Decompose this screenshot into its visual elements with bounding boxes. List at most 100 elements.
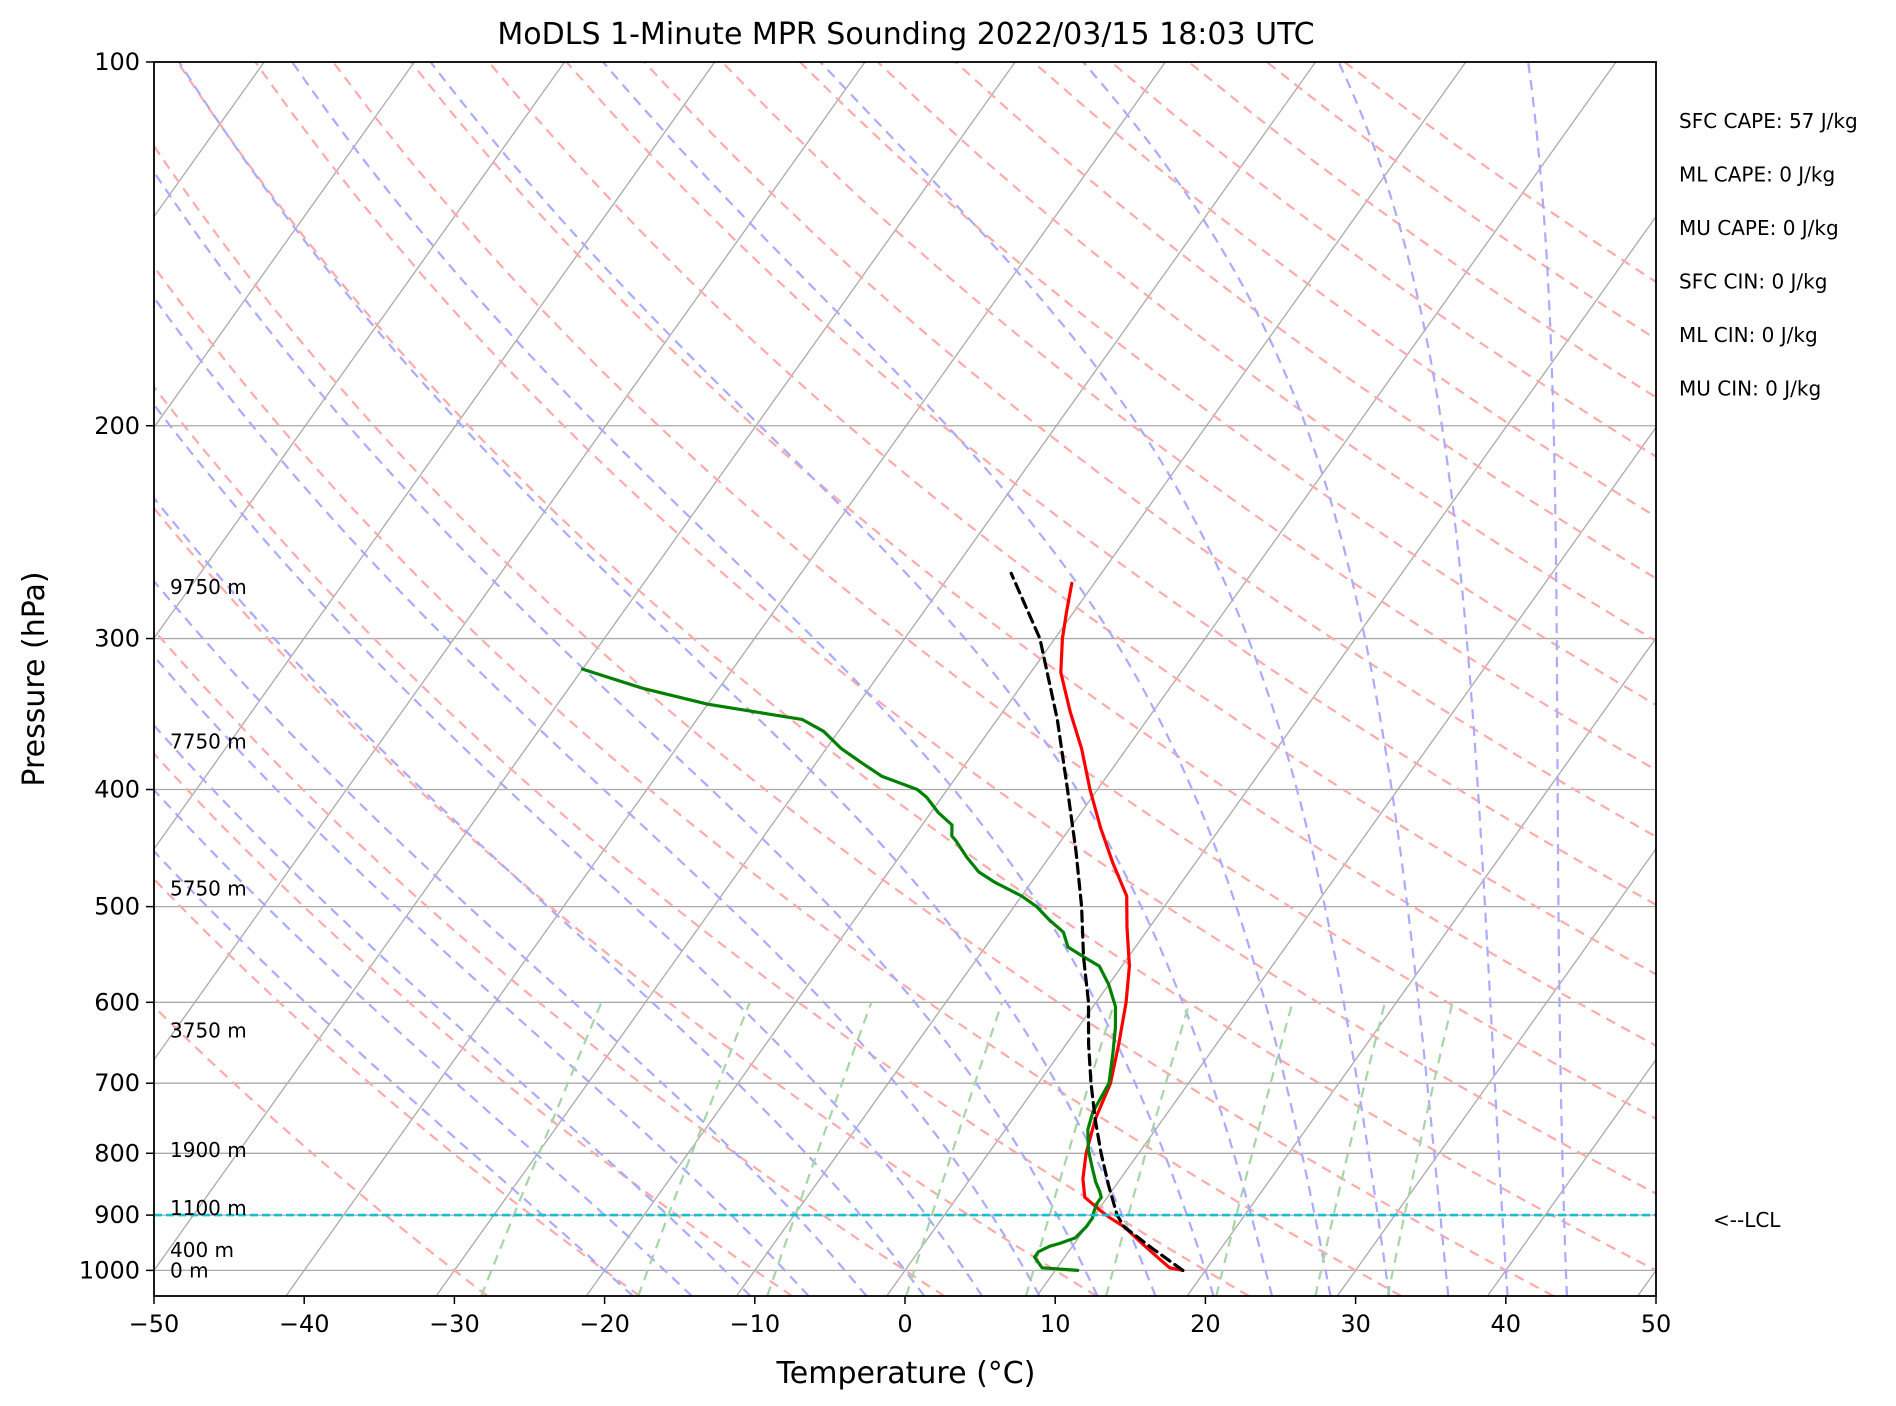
- mixing-ratio-line: [1215, 1002, 1294, 1296]
- moist-adiabat-line: [1082, 62, 1450, 1296]
- dry-adiabat-line: [410, 62, 1656, 1047]
- stat-line: MU CIN: 0 J/kg: [1679, 377, 1821, 401]
- stat-line: ML CIN: 0 J/kg: [1679, 323, 1818, 347]
- isotherm-line: [154, 62, 566, 640]
- mixing-ratio-line: [1024, 1001, 1116, 1296]
- height-label: 5750 m: [170, 876, 247, 900]
- x-axis-label: Temperature (°C): [776, 1356, 1036, 1391]
- moist-adiabat-line: [178, 62, 1157, 1296]
- dry-adiabat-line: [643, 62, 1656, 838]
- moist-adiabat-line: [154, 295, 1041, 1296]
- moist-adiabat-line: [819, 62, 1391, 1296]
- height-label: 7750 m: [170, 729, 247, 753]
- y-tick-label: 500: [94, 893, 140, 921]
- dry-adiabat-line: [154, 144, 1555, 1296]
- y-tick-label: 100: [94, 48, 140, 76]
- sounding-traces: [154, 571, 1656, 1272]
- mixing-ratio-line: [637, 1001, 751, 1296]
- height-label: 1900 m: [170, 1138, 247, 1162]
- stat-line: MU CAPE: 0 J/kg: [1679, 216, 1839, 240]
- chart-title: MoDLS 1-Minute MPR Sounding 2022/03/15 1…: [497, 17, 1314, 52]
- dry-adiabat-line: [154, 1005, 489, 1296]
- mixing-ratio-line: [1314, 1002, 1387, 1296]
- x-tick-label: 40: [1491, 1310, 1522, 1338]
- dry-adiabat-line: [799, 62, 1656, 707]
- x-tick-label: 50: [1641, 1310, 1672, 1338]
- dry-adiabat-line: [487, 62, 1656, 976]
- height-label: 9750 m: [170, 575, 247, 599]
- moist-adiabat-line: [154, 579, 868, 1296]
- isotherm-line: [1487, 1058, 1656, 1296]
- x-tick-label: −40: [279, 1310, 330, 1338]
- y-tick-label: 600: [94, 988, 140, 1016]
- mixing-ratio-line: [905, 1001, 1004, 1296]
- moist-adiabat-line: [1527, 62, 1568, 1296]
- dry-adiabat-line: [176, 62, 1656, 1272]
- moist-adiabat-line: [602, 62, 1332, 1296]
- x-tick-label: −50: [129, 1310, 180, 1338]
- stat-line: ML CAPE: 0 J/kg: [1679, 163, 1835, 187]
- moist-adiabat-line: [429, 62, 1274, 1296]
- y-tick-label: 1000: [79, 1256, 140, 1284]
- x-tick-label: 10: [1040, 1310, 1071, 1338]
- height-label: 3750 m: [170, 1018, 247, 1042]
- y-tick-label: 300: [94, 625, 140, 653]
- isotherm-line: [285, 62, 1166, 1296]
- isotherm-line: [1036, 426, 1656, 1296]
- dry-adiabat-line: [154, 264, 1402, 1296]
- dry-adiabat-line: [154, 877, 641, 1296]
- mixing-ratio-line: [480, 1001, 603, 1296]
- y-tick-label: 900: [94, 1201, 140, 1229]
- x-tick-label: −10: [729, 1310, 780, 1338]
- isotherm-line: [1186, 636, 1656, 1296]
- height-label: 1100 m: [170, 1196, 247, 1220]
- x-tick-label: 30: [1340, 1310, 1371, 1338]
- isotherm-line: [886, 215, 1656, 1296]
- isotherm-line: [1788, 62, 1896, 1296]
- stat-line: SFC CIN: 0 J/kg: [1679, 270, 1827, 294]
- x-tick-label: 0: [897, 1310, 912, 1338]
- isotherm-line: [435, 62, 1317, 1296]
- parcel-trace: [1009, 571, 1185, 1272]
- dewpoint-trace: [580, 667, 1118, 1272]
- moist-adiabat-line: [291, 62, 1215, 1296]
- moist-adiabat-line: [154, 170, 1099, 1296]
- x-tick-label: −20: [579, 1310, 630, 1338]
- isotherm-line: [585, 62, 1467, 1296]
- y-tick-label: 200: [94, 412, 140, 440]
- x-axis-ticks: −50 −40 −30 −20 −10 0 10 20 30 40 50: [129, 1296, 1672, 1338]
- x-tick-label: −30: [429, 1310, 480, 1338]
- y-tick-label: 800: [94, 1139, 140, 1167]
- isotherm-line: [1336, 847, 1656, 1296]
- dry-adiabat-line: [332, 62, 1656, 1120]
- mixing-ratio-line: [1386, 1002, 1454, 1296]
- dry-adiabat-line: [954, 62, 1656, 580]
- isotherm-line: [1637, 1269, 1656, 1296]
- isotherm-line: [154, 62, 866, 1061]
- moist-adiabat-line: [154, 723, 752, 1296]
- dry-adiabat-line: [254, 62, 1656, 1195]
- moist-adiabat-line: [154, 496, 926, 1296]
- moist-adiabat-line: [154, 788, 693, 1296]
- moist-adiabat-line: [154, 654, 810, 1296]
- mixing-ratio-line: [766, 1001, 873, 1296]
- stats-panel: SFC CAPE: 57 J/kg ML CAPE: 0 J/kg MU CAPE:…: [1679, 109, 1858, 401]
- y-axis-label: Pressure (hPa): [17, 571, 52, 786]
- background-lines: [154, 62, 1896, 1296]
- dry-adiabat-line: [721, 62, 1656, 772]
- height-label: 0 m: [170, 1258, 209, 1282]
- stat-line: SFC CAPE: 57 J/kg: [1679, 109, 1858, 133]
- isotherm-line: [154, 62, 415, 429]
- dry-adiabat-line: [1032, 62, 1656, 519]
- y-tick-label: 400: [94, 776, 140, 804]
- dry-adiabat-line: [1188, 62, 1656, 399]
- dry-adiabat-line: [154, 506, 1098, 1296]
- moist-adiabat-line: [154, 849, 634, 1296]
- dry-adiabat-line: [876, 62, 1656, 643]
- moist-adiabat-line: [154, 402, 983, 1296]
- lcl-label: <--LCL: [1713, 1208, 1781, 1232]
- dry-adiabat-line: [154, 628, 945, 1296]
- height-label: 400 m: [170, 1238, 234, 1262]
- temperature-trace: [1059, 581, 1185, 1272]
- y-axis-ticks: 1000 900 800 700 600 500 400 300 200 100: [79, 48, 154, 1284]
